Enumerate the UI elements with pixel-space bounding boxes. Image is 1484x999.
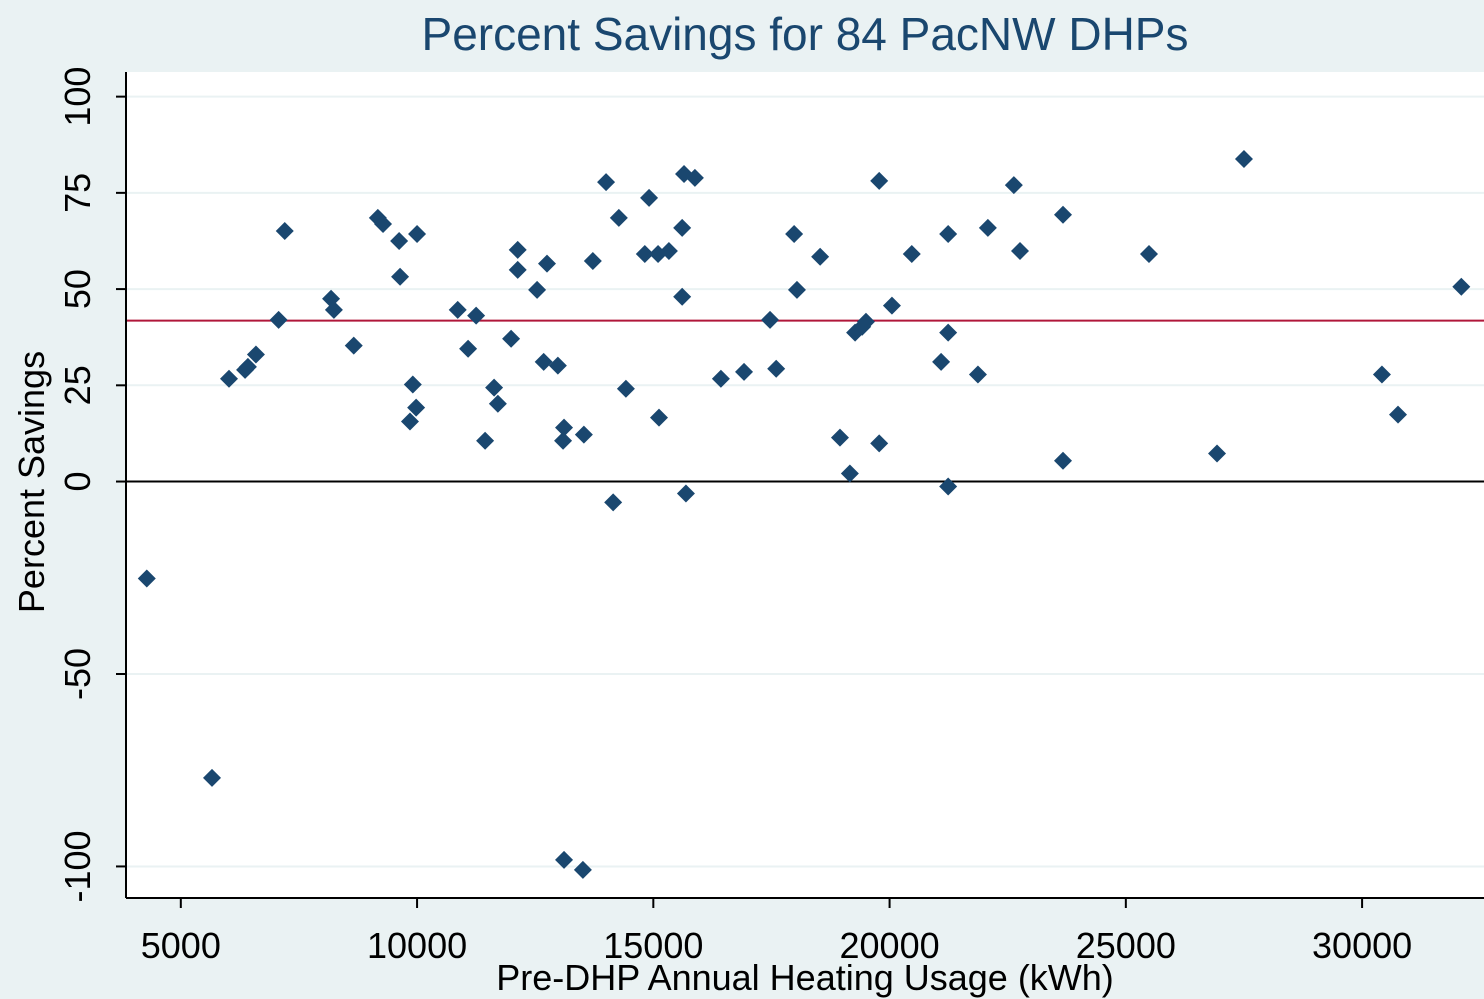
point xyxy=(555,850,574,869)
point xyxy=(870,171,889,190)
point xyxy=(676,484,695,503)
point xyxy=(400,412,419,431)
point xyxy=(137,569,156,588)
point xyxy=(538,254,557,273)
x-tick-label: 15000 xyxy=(603,925,703,966)
point xyxy=(840,464,859,483)
point xyxy=(583,251,602,270)
point xyxy=(649,408,668,427)
y-tick-label: -100 xyxy=(57,830,98,902)
point xyxy=(1234,149,1253,168)
point xyxy=(659,241,678,260)
point xyxy=(485,378,504,397)
point xyxy=(574,425,593,444)
point xyxy=(616,379,635,398)
point xyxy=(939,323,958,342)
point xyxy=(573,860,592,879)
x-tick-label: 10000 xyxy=(367,925,467,966)
x-tick-label: 30000 xyxy=(1312,925,1412,966)
point xyxy=(1372,365,1391,384)
point xyxy=(1010,241,1029,260)
point xyxy=(939,477,958,496)
point xyxy=(761,310,780,329)
point xyxy=(548,356,567,375)
point xyxy=(534,352,553,371)
point xyxy=(275,221,294,240)
point xyxy=(939,225,958,244)
point xyxy=(403,375,422,394)
point xyxy=(830,428,849,447)
point xyxy=(220,369,239,388)
point xyxy=(554,431,573,450)
point xyxy=(932,352,951,371)
point xyxy=(882,296,901,315)
point xyxy=(609,208,628,227)
point xyxy=(978,218,997,237)
y-tick-label: 0 xyxy=(57,472,98,492)
point xyxy=(1053,205,1072,224)
point xyxy=(448,300,467,319)
point xyxy=(508,260,527,279)
point xyxy=(673,218,692,237)
x-axis-label: Pre-DHP Annual Heating Usage (kWh) xyxy=(496,957,1114,998)
point xyxy=(635,245,654,264)
point xyxy=(767,359,786,378)
point xyxy=(711,369,730,388)
chart-title: Percent Savings for 84 PacNW DHPs xyxy=(422,8,1189,60)
point xyxy=(1452,277,1471,296)
point xyxy=(374,215,393,234)
point xyxy=(787,280,806,299)
y-tick-label: 75 xyxy=(57,173,98,213)
point xyxy=(735,362,754,381)
point xyxy=(467,306,486,325)
point xyxy=(476,431,495,450)
y-tick-label: -50 xyxy=(57,648,98,700)
point xyxy=(488,394,507,413)
point xyxy=(597,173,616,192)
point xyxy=(1389,405,1408,424)
y-tick-label: 100 xyxy=(57,67,98,127)
y-axis-label: Percent Savings xyxy=(11,351,52,613)
point xyxy=(673,287,692,306)
point xyxy=(856,312,875,331)
point xyxy=(391,267,410,286)
point xyxy=(1208,444,1227,463)
point xyxy=(968,365,987,384)
point xyxy=(269,310,288,329)
point xyxy=(1004,176,1023,195)
y-tick-label: 50 xyxy=(57,269,98,309)
point xyxy=(685,168,704,187)
point xyxy=(1139,245,1158,264)
point xyxy=(870,434,889,453)
x-tick-label: 5000 xyxy=(141,925,221,966)
point xyxy=(811,247,830,266)
point xyxy=(344,336,363,355)
point xyxy=(555,418,574,437)
point xyxy=(459,339,478,358)
point xyxy=(407,398,426,417)
x-tick-label: 20000 xyxy=(840,925,940,966)
y-tick-label: 25 xyxy=(57,365,98,405)
point xyxy=(508,240,527,259)
point xyxy=(1053,451,1072,470)
point xyxy=(502,329,521,348)
point xyxy=(390,231,409,250)
point xyxy=(640,188,659,207)
point xyxy=(528,280,547,299)
point xyxy=(246,345,265,364)
point xyxy=(238,357,257,376)
point xyxy=(604,493,623,512)
plot-area xyxy=(126,72,1484,898)
point xyxy=(902,245,921,264)
point xyxy=(202,768,221,787)
point xyxy=(408,225,427,244)
x-tick-label: 25000 xyxy=(1076,925,1176,966)
point xyxy=(324,300,343,319)
point xyxy=(785,225,804,244)
